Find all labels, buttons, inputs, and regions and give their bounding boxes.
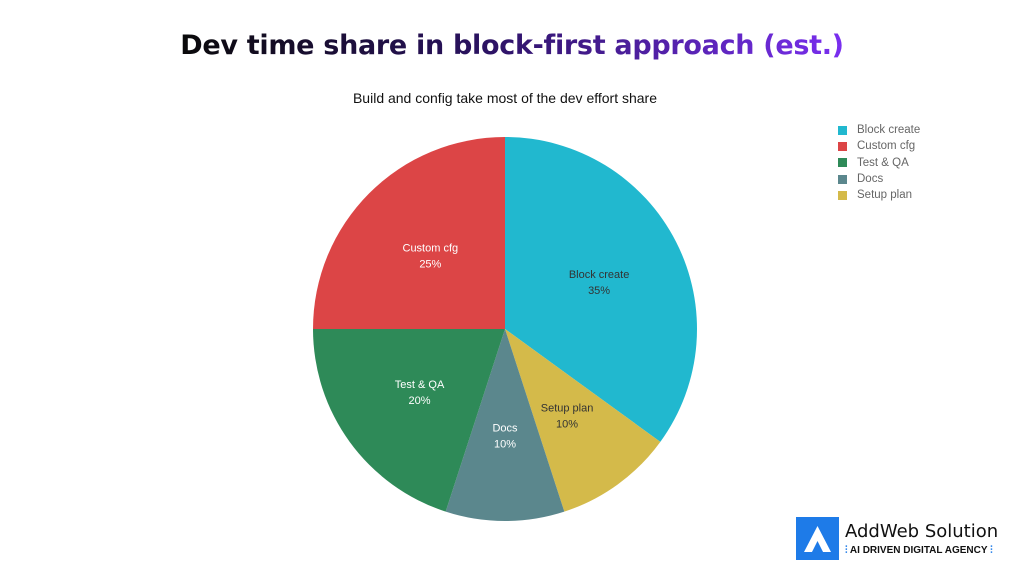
slice-category-label: Docs	[492, 423, 518, 435]
brand-name: AddWeb Solution	[845, 520, 999, 542]
pie-slice-block-create	[505, 137, 697, 442]
chart-subtitle: Build and config take most of the dev ef…	[352, 90, 658, 106]
brand-tagline: AI DRIVEN DIGITAL AGENCY	[849, 544, 988, 556]
legend: Block create Custom cfg Test & QA Docs Setup…	[838, 122, 920, 203]
pie-slice-setup-plan	[505, 329, 661, 512]
legend-label: Test & QA	[857, 156, 909, 169]
slice-category-label: Custom cfg	[403, 242, 459, 254]
legend-item: Docs	[838, 171, 920, 187]
chart-title: Dev time share in block-first approach (…	[180, 30, 844, 61]
legend-item: Block create	[838, 122, 920, 138]
legend-swatch	[838, 174, 847, 184]
legend-item: Setup plan	[838, 187, 920, 203]
legend-label: Block create	[857, 124, 921, 137]
pie-slice-test-qa	[313, 329, 505, 512]
legend-swatch	[838, 141, 847, 151]
legend-label: Setup plan	[857, 189, 912, 202]
legend-swatch	[838, 125, 847, 135]
legend-item: Test & QA	[838, 155, 920, 171]
slice-category-label: Setup plan	[541, 402, 594, 414]
pie-slice-docs	[445, 329, 565, 521]
slice-category-label: Block create	[569, 269, 630, 281]
slice-value-label: 20%	[409, 395, 431, 407]
slice-value-label: 10%	[494, 439, 516, 451]
legend-swatch	[838, 158, 847, 168]
legend-label: Docs	[857, 173, 884, 186]
legend-label: Custom cfg	[857, 140, 916, 153]
legend-item: Custom cfg	[838, 138, 920, 154]
pie-slice-custom-cfg	[313, 137, 505, 329]
slice-category-label: Test & QA	[395, 379, 445, 391]
slice-value-label: 10%	[556, 418, 578, 430]
slice-value-label: 25%	[419, 258, 441, 270]
legend-swatch	[838, 190, 847, 200]
slice-value-label: 35%	[588, 285, 610, 297]
brand-logo: AddWeb Solution ⫶ AI DRIVEN DIGITAL AGEN…	[796, 517, 998, 560]
logo-mark-icon	[796, 517, 839, 560]
